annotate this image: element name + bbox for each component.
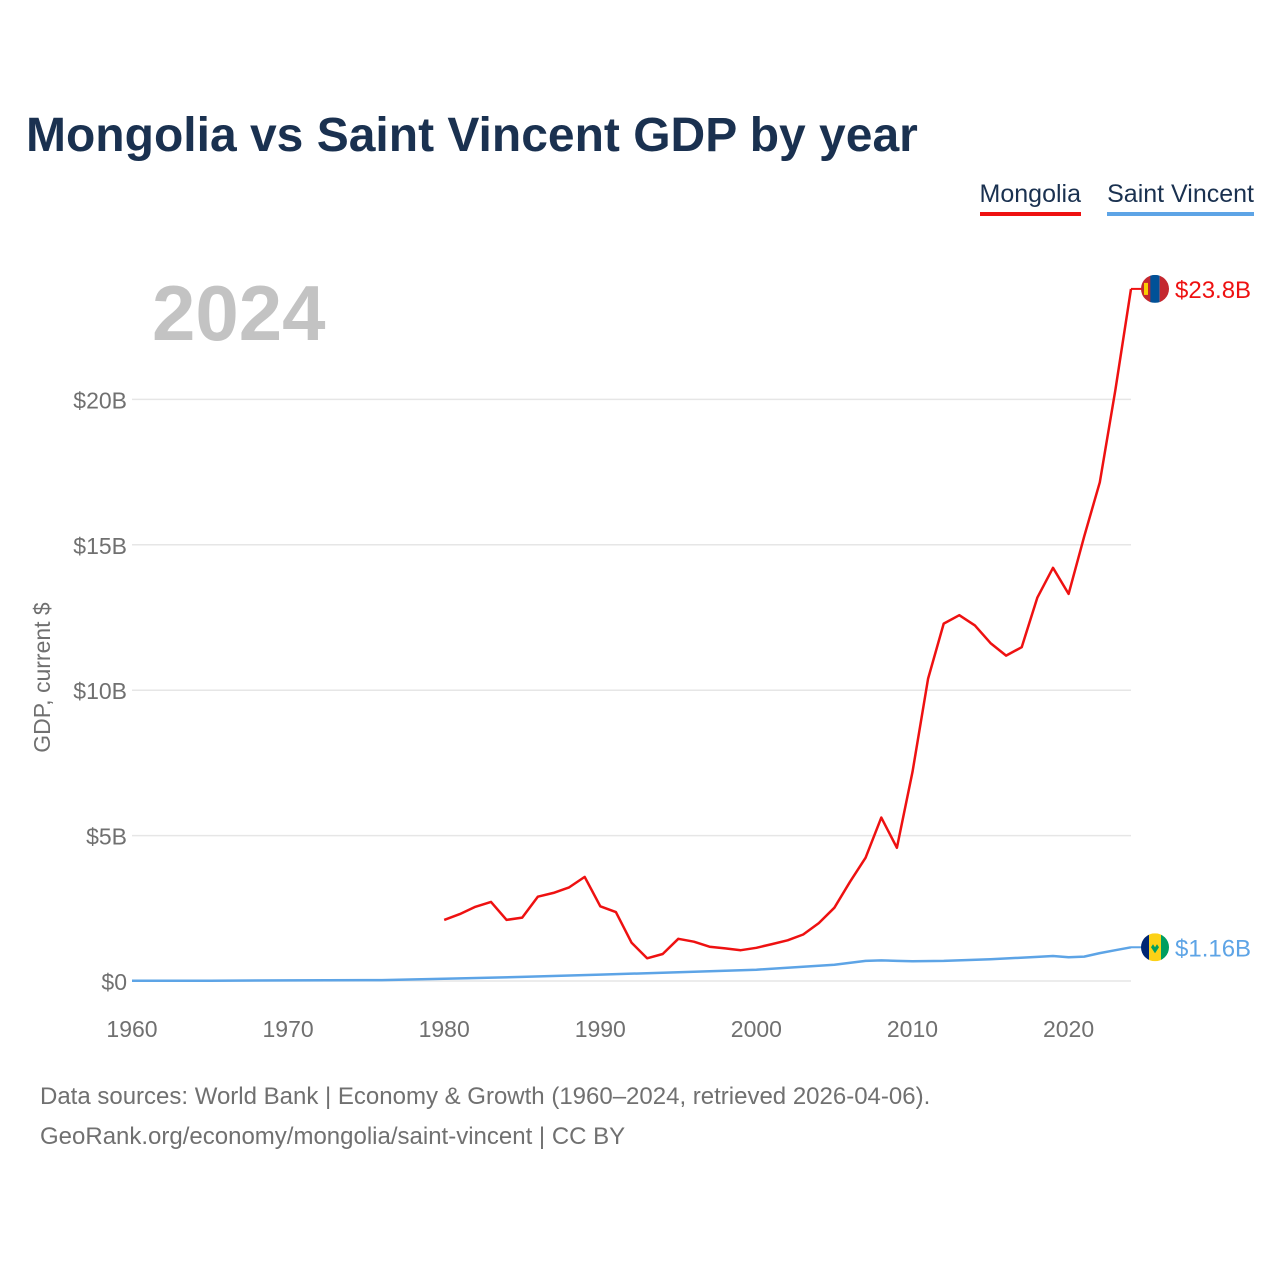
year-label: 2024	[152, 269, 326, 357]
x-tick-label: 2000	[731, 1016, 782, 1042]
mongolia-flag-icon	[1141, 274, 1169, 303]
x-tick-label: 1960	[106, 1016, 157, 1042]
y-tick-label: $15B	[73, 533, 127, 559]
y-tick-label: $20B	[73, 387, 127, 413]
end-labels: $23.8B $1.16B	[1131, 274, 1251, 962]
axes: $0 $5B $10B $15B $20B 1960 1970 1980 1990 2000 201…	[29, 387, 1094, 1042]
x-tick-label: 2020	[1043, 1016, 1094, 1042]
footer-source: Data sources: World Bank | Economy & Gro…	[40, 1083, 931, 1110]
y-tick-label: $5B	[86, 824, 127, 850]
chart-title: Mongolia vs Saint Vincent GDP by year	[26, 109, 918, 162]
footer-credit: GeoRank.org/economy/mongolia/saint-vince…	[40, 1123, 626, 1150]
end-value-label: $23.8B	[1175, 277, 1251, 304]
x-tick-label: 1980	[419, 1016, 470, 1042]
y-tick-label: $0	[101, 969, 127, 995]
x-tick-label: 1970	[263, 1016, 314, 1042]
series	[132, 288, 1133, 982]
series-line-mongolia	[443, 288, 1133, 960]
x-tick-label: 2010	[887, 1016, 938, 1042]
x-tick-label: 1990	[575, 1016, 626, 1042]
y-axis-label: GDP, current $	[29, 602, 55, 753]
legend-item-mongolia[interactable]: Mongolia	[979, 180, 1081, 216]
legend-item-saint-vincent[interactable]: Saint Vincent	[1107, 180, 1254, 216]
end-value-label: $1.16B	[1175, 935, 1251, 962]
series-line-saint-vincent	[132, 946, 1132, 982]
y-tick-label: $10B	[73, 678, 127, 704]
grid	[132, 398, 1131, 982]
saint-vincent-flag-icon	[1141, 933, 1169, 962]
